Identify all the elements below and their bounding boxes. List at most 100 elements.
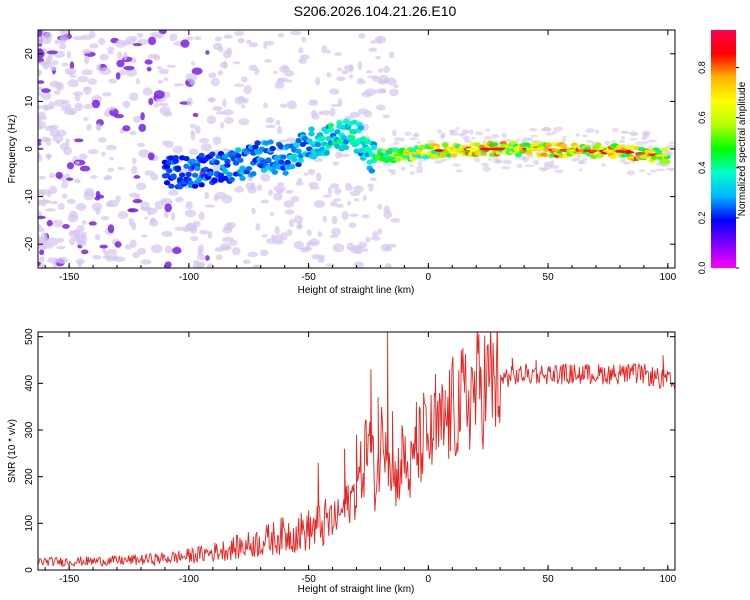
spectrogram-ridge-blob	[594, 142, 602, 148]
spectrogram-noise-blob	[197, 248, 204, 256]
spectrogram-noise-blob	[200, 143, 212, 152]
spectrogram-noise-blob	[245, 182, 255, 190]
snr-y-tick-label: 400	[24, 375, 35, 392]
spectrogram-noise-blob	[283, 200, 295, 208]
spectrogram-haze-blob	[585, 128, 595, 133]
spectrogram-noise-blob	[190, 236, 199, 242]
spectrogram-haze-blob	[629, 131, 638, 136]
spectrogram-noise-blob	[358, 33, 366, 39]
spectrogram-noise-blob	[388, 51, 395, 59]
spectrogram-noise-blob	[38, 105, 44, 110]
spectrogram-noise-blob	[224, 116, 234, 124]
spectrogram-noise-blob	[232, 247, 241, 256]
spectrogram-ridge-blob	[366, 147, 373, 154]
spectrogram-noise-blob	[334, 52, 343, 57]
spectrogram-noise-blob	[137, 248, 147, 255]
spectrogram-noise-blob	[208, 72, 217, 79]
spectrogram-noise-blob	[89, 30, 96, 39]
spectrogram-noise-blob	[205, 50, 210, 55]
spectrogram-noise-blob	[74, 93, 81, 102]
spectrogram-noise-blob	[189, 123, 197, 129]
spectrogram-y-tick-label: 0	[24, 146, 35, 152]
spectrogram-ridge-blob	[336, 120, 343, 126]
spectrogram-noise-blob	[207, 97, 216, 103]
spectrogram-noise-blob	[38, 142, 42, 146]
spectrogram-ridge-core	[634, 152, 646, 155]
spectrogram-noise-blob	[47, 257, 59, 264]
spectrogram-ridge-blob	[325, 136, 332, 142]
spectrogram-ridge-blob	[217, 172, 225, 178]
spectrogram-haze-blob	[501, 132, 507, 138]
spectrogram-ridge-blob	[239, 175, 246, 181]
spectrogram-noise-blob	[367, 75, 379, 79]
snr-x-tick-label: 0	[426, 574, 432, 585]
spectrogram-noise-blob	[132, 251, 140, 259]
spectrogram-noise-blob	[38, 91, 42, 97]
spectrogram-noise-blob	[335, 203, 344, 208]
spectrogram-noise-blob	[158, 102, 169, 107]
spectrogram-ridge-blob	[450, 153, 458, 158]
spectrogram-noise-blob	[285, 189, 294, 194]
spectrogram-ridge-blob	[209, 151, 216, 157]
spectrogram-ridge-blob	[252, 144, 259, 150]
spectrogram-noise-blob	[38, 115, 43, 124]
spectrogram-noise-blob	[370, 177, 377, 182]
spectrogram-noise-blob	[117, 166, 125, 171]
spectrogram-noise-blob	[365, 69, 373, 74]
spectrogram-noise-blob	[353, 245, 365, 255]
spectrogram-noise-blob	[265, 117, 275, 124]
spectrogram-noise-blob	[206, 115, 217, 125]
spectrogram-noise-blob	[66, 198, 76, 205]
spectrogram-haze-blob	[394, 136, 401, 142]
spectrogram-noise-blob	[192, 112, 199, 118]
spectrogram-noise-blob	[289, 30, 302, 36]
spectrogram-noise-blob	[272, 239, 284, 245]
spectrogram-noise-blob	[251, 207, 256, 215]
spectrogram-noise-blob	[221, 194, 233, 204]
spectrogram-x-tick-label: 0	[426, 272, 432, 283]
spectrogram-noise-blob	[154, 200, 163, 210]
spectrogram-noise-blob	[122, 125, 131, 132]
spectrogram-noise-blob	[279, 103, 288, 108]
spectrogram-noise-blob	[122, 100, 131, 109]
spectrogram-noise-blob	[369, 40, 379, 44]
spectrogram-haze-blob	[462, 135, 470, 141]
spectrogram-haze-blob	[454, 127, 460, 130]
spectrogram-haze-blob	[399, 137, 405, 142]
spectrogram-noise-blob	[61, 181, 68, 189]
spectrogram-noise-blob	[353, 185, 364, 193]
spectrogram-noise-blob	[334, 151, 343, 159]
spectrogram-ridge-blob	[228, 176, 235, 183]
spectrogram-noise-blob	[335, 76, 346, 82]
spectrogram-ridge-blob	[319, 135, 326, 142]
spectrogram-noise-blob	[81, 249, 89, 255]
spectrogram-ridge-blob	[609, 154, 617, 160]
spectrogram-haze-blob	[524, 164, 535, 168]
snr-marks	[38, 332, 675, 568]
spectrogram-noise-blob	[336, 67, 343, 72]
spectrogram-noise-blob	[274, 226, 280, 235]
spectrogram-noise-blob	[319, 256, 325, 260]
spectrogram-noise-blob	[98, 37, 106, 45]
spectrogram-noise-blob	[237, 37, 245, 44]
spectrogram-noise-blob	[356, 80, 367, 85]
spectrogram-y-tick-label: 20	[24, 48, 35, 60]
spectrogram-x-tick-label: -50	[301, 272, 316, 283]
spectrogram-noise-blob	[92, 254, 102, 260]
spectrogram-ridge-blob	[663, 159, 671, 165]
spectrogram-noise-blob	[321, 45, 328, 54]
spectrogram-ridge-blob	[441, 142, 449, 148]
spectrogram-noise-blob	[78, 153, 88, 160]
spectrogram-x-tick-label: -100	[179, 272, 199, 283]
spectrogram-noise-blob	[101, 92, 112, 97]
spectrogram-haze-blob	[623, 161, 631, 165]
spectrogram-ridge-blob	[170, 173, 177, 179]
spectrogram-haze-blob	[471, 136, 476, 140]
spectrogram-ridge-blob	[168, 183, 175, 189]
spectrogram-haze-blob	[404, 131, 412, 136]
spectrogram-noise-blob	[322, 194, 332, 198]
spectrogram-ridge-blob	[250, 171, 257, 177]
spectrogram-noise-blob	[72, 35, 85, 41]
spectrogram-haze-blob	[515, 156, 525, 160]
spectrogram-noise-blob	[49, 65, 57, 71]
